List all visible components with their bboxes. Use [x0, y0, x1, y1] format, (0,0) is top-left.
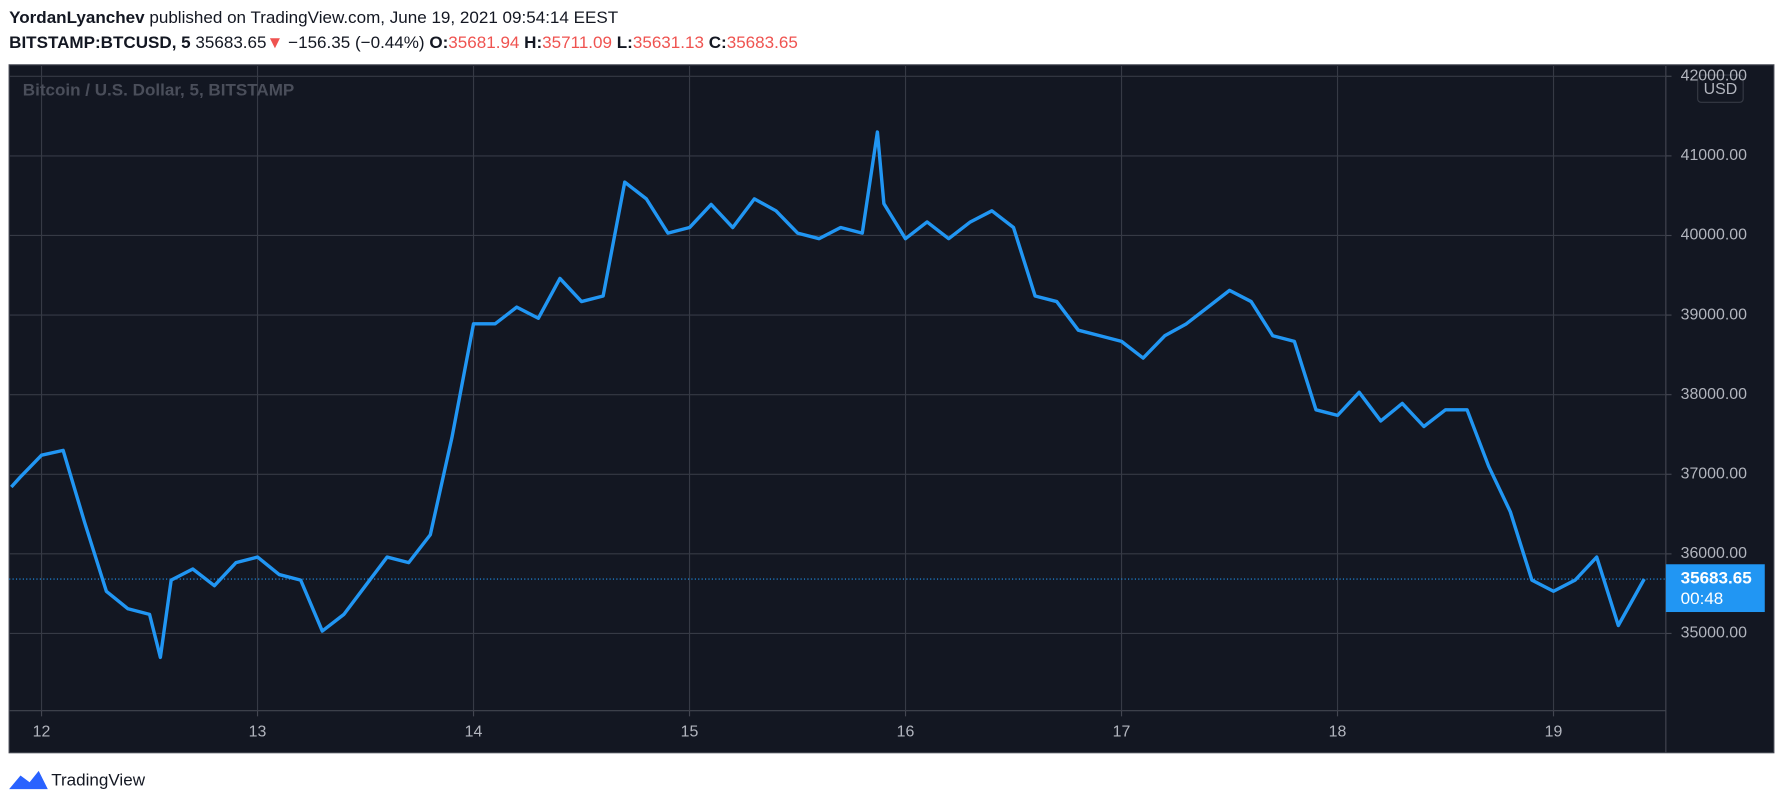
y-tick-label: 42000.00 — [1681, 68, 1747, 85]
currency: USD — [1704, 81, 1738, 98]
x-tick-label: 16 — [897, 723, 915, 740]
header-line-2: BITSTAMP:BTCUSD, 5 35683.65▼ −156.35 (−0… — [9, 33, 798, 52]
author: YordanLyanchev — [9, 8, 145, 27]
close-label: C: — [709, 33, 727, 52]
published: published on TradingView.com, June 19, 2… — [149, 8, 618, 27]
chart-title: Bitcoin / U.S. Dollar, 5, BITSTAMP — [23, 80, 295, 99]
y-tick-label: 39000.00 — [1681, 306, 1747, 323]
x-tick-label: 19 — [1545, 723, 1563, 740]
header-line-1: YordanLyanchev published on TradingView.… — [9, 8, 619, 27]
symbol: BITSTAMP:BTCUSD, 5 — [9, 33, 191, 52]
open: 35681.94 — [448, 33, 519, 52]
currency-box — [1697, 74, 1744, 103]
x-tick-label: 17 — [1113, 723, 1131, 740]
high: 35711.09 — [542, 33, 612, 52]
plot — [9, 65, 1672, 717]
y-tick-label: 37000.00 — [1681, 465, 1747, 482]
close: 35683.65 — [727, 33, 798, 52]
last-price-label: 35683.65 — [1681, 569, 1752, 588]
high-label: H: — [524, 33, 542, 52]
last-price-tag — [1665, 564, 1765, 613]
x-tick-label: 14 — [465, 723, 483, 740]
low: 35631.13 — [633, 33, 704, 52]
price: 35683.65 — [195, 33, 266, 52]
x-tick-label: 18 — [1329, 723, 1347, 740]
y-tick-label: 36000.00 — [1681, 545, 1747, 562]
change: −156.35 (−0.44%) — [288, 33, 424, 52]
y-tick-label: 35000.00 — [1681, 625, 1747, 642]
x-tick-label: 12 — [33, 723, 51, 740]
price-line — [10, 130, 1646, 660]
countdown: 00:48 — [1681, 589, 1724, 608]
y-tick-label: 40000.00 — [1681, 227, 1747, 244]
logo-icon — [9, 770, 48, 790]
chart-frame — [8, 64, 1775, 754]
y-tick-label: 41000.00 — [1681, 147, 1747, 164]
low-label: L: — [617, 33, 633, 52]
open-label: O: — [429, 33, 448, 52]
x-tick-label: 13 — [249, 723, 267, 740]
y-tick-label: 38000.00 — [1681, 386, 1747, 403]
arrow: ▼ — [267, 33, 284, 52]
brand: TradingView — [51, 771, 145, 790]
x-tick-label: 15 — [681, 723, 699, 740]
logo: TradingView — [9, 771, 146, 790]
